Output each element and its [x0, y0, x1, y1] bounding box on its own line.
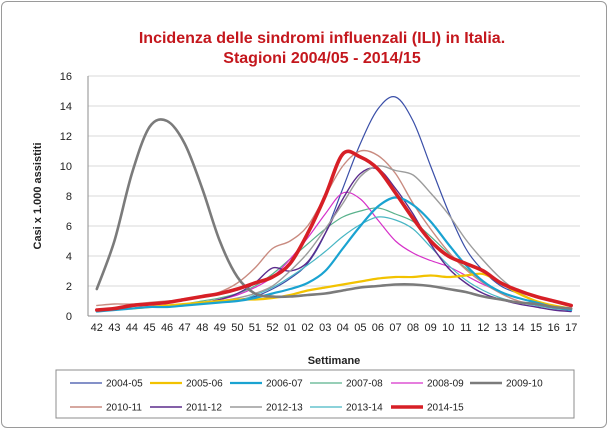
- x-tick-label: 13: [495, 322, 507, 334]
- legend-label-2013-14: 2013-14: [346, 403, 383, 414]
- x-tick-label: 10: [442, 322, 454, 334]
- x-axis-title: Settimane: [308, 355, 361, 367]
- series-line-2006-07: [95, 196, 573, 313]
- x-tick-label: 46: [161, 322, 173, 334]
- legend-label-2012-13: 2012-13: [266, 403, 303, 414]
- legend-box: [55, 369, 575, 419]
- y-axis-title: Casi x 1.000 assistiti: [32, 142, 44, 249]
- x-tick-label: 12: [477, 322, 489, 334]
- x-tick-label: 50: [231, 322, 243, 334]
- x-tick-label: 05: [354, 322, 366, 334]
- y-tick-label: 6: [66, 221, 72, 233]
- x-tick-label: 49: [214, 322, 226, 334]
- y-tick-label: 10: [60, 161, 72, 173]
- x-tick-label: 42: [91, 322, 103, 334]
- legend-label-2014-15: 2014-15: [427, 403, 464, 414]
- legend-label-2004-05: 2004-05: [106, 379, 143, 390]
- legend-label-2006-07: 2006-07: [266, 379, 303, 390]
- x-tick-label: 01: [284, 322, 296, 334]
- x-tick-label: 17: [565, 322, 577, 334]
- y-axis-ticks: 0 2 4 6 8 10 12 14 16: [60, 71, 72, 323]
- legend-label-2007-08: 2007-08: [346, 379, 383, 390]
- series-line-2012-13: [96, 165, 572, 313]
- x-tick-label: 52: [266, 322, 278, 334]
- x-tick-label: 16: [548, 322, 560, 334]
- x-axis-ticks: 42 43 44 45 46 47 48 49 50 51 52 01 02 03 04 05 06 07 08 09…: [91, 322, 578, 334]
- x-tick-label: 14: [512, 322, 524, 334]
- x-tick-label: 11: [460, 322, 471, 334]
- chart-title: Incidenza delle sindromi influenzali (IL…: [139, 30, 505, 47]
- series-lines: [95, 96, 573, 313]
- x-tick-label: 43: [108, 322, 120, 334]
- series-line-2004-05: [96, 96, 572, 313]
- series-line-2011-12: [96, 167, 572, 313]
- series-line-2013-14: [96, 216, 572, 311]
- series-line-2014-15: [95, 149, 573, 312]
- series-line-2009-10: [95, 118, 573, 310]
- y-tick-label: 14: [60, 101, 72, 113]
- y-tick-label: 16: [60, 71, 72, 83]
- legend-label-2010-11: 2010-11: [106, 403, 142, 414]
- legend-label-2009-10: 2009-10: [506, 379, 543, 390]
- x-tick-label: 15: [530, 322, 542, 334]
- y-tick-label: 2: [66, 281, 72, 293]
- x-tick-label: 47: [179, 322, 191, 334]
- y-tick-label: 0: [66, 311, 72, 323]
- x-tick-label: 44: [126, 322, 138, 334]
- y-tick-label: 12: [60, 131, 72, 143]
- x-tick-label: 08: [407, 322, 419, 334]
- legend-label-2005-06: 2005-06: [186, 379, 223, 390]
- x-tick-label: 04: [337, 322, 349, 334]
- x-tick-label: 03: [319, 322, 331, 334]
- x-tick-label: 09: [425, 322, 437, 334]
- x-tick-label: 48: [196, 322, 208, 334]
- legend-label-2011-12: 2011-12: [186, 403, 222, 414]
- x-tick-label: 51: [249, 322, 261, 334]
- x-tick-label: 07: [389, 322, 401, 334]
- x-tick-label: 02: [302, 322, 314, 334]
- y-tick-label: 8: [66, 191, 72, 203]
- legend: 2004-05 2005-06 2006-07 2007-08 2008-09 2009-…: [70, 379, 543, 414]
- gridlines: [88, 75, 580, 287]
- x-tick-label: 06: [372, 322, 384, 334]
- chart-subtitle: Stagioni 2004/05 - 2014/15: [223, 50, 421, 67]
- y-tick-label: 4: [66, 251, 72, 263]
- x-tick-label: 45: [143, 322, 155, 334]
- legend-label-2008-09: 2008-09: [427, 379, 464, 390]
